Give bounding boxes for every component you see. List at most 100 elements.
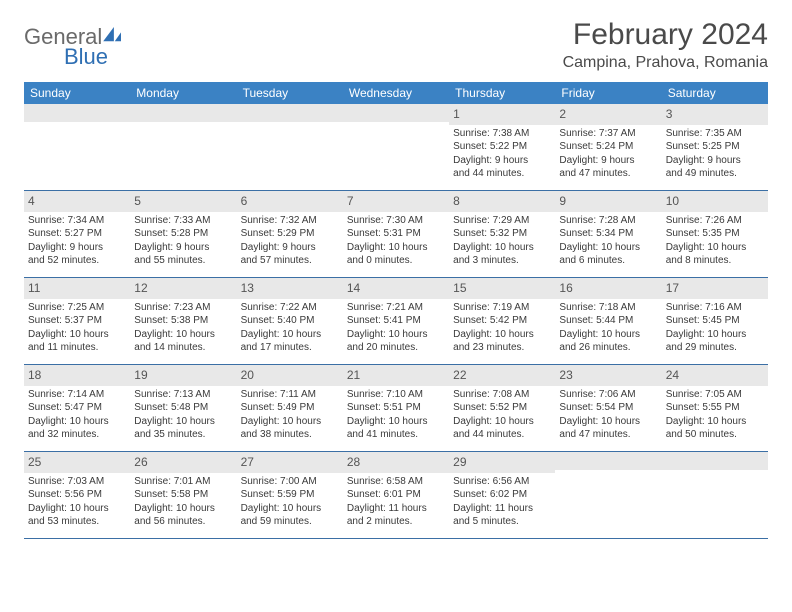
sunset-text: Sunset: 5:49 PM: [241, 401, 339, 415]
daynum-row: 9: [555, 191, 661, 212]
day-number: 19: [134, 368, 147, 382]
daynum-row: 20: [237, 365, 343, 386]
daynum-row: 1: [449, 104, 555, 125]
sunrise-text: Sunrise: 7:06 AM: [559, 388, 657, 402]
sunset-text: Sunset: 5:32 PM: [453, 227, 551, 241]
day-header-sun: Sunday: [24, 82, 130, 104]
location: Campina, Prahova, Romania: [563, 54, 768, 72]
sunrise-text: Sunrise: 7:25 AM: [28, 301, 126, 315]
daylight-text-1: Daylight: 10 hours: [28, 502, 126, 516]
sunset-text: Sunset: 5:44 PM: [559, 314, 657, 328]
daylight-text-2: and 55 minutes.: [134, 254, 232, 268]
daylight-text-2: and 57 minutes.: [241, 254, 339, 268]
daylight-text-1: Daylight: 9 hours: [453, 154, 551, 168]
sunrise-text: Sunrise: 7:29 AM: [453, 214, 551, 228]
sunrise-text: Sunrise: 7:37 AM: [559, 127, 657, 141]
sunrise-text: Sunrise: 7:05 AM: [666, 388, 764, 402]
sunset-text: Sunset: 5:59 PM: [241, 488, 339, 502]
sunrise-text: Sunrise: 7:21 AM: [347, 301, 445, 315]
day-header-mon: Monday: [130, 82, 236, 104]
sunrise-text: Sunrise: 7:14 AM: [28, 388, 126, 402]
day-cell: 12Sunrise: 7:23 AMSunset: 5:38 PMDayligh…: [130, 278, 236, 364]
daylight-text-1: Daylight: 10 hours: [559, 328, 657, 342]
sunrise-text: Sunrise: 7:08 AM: [453, 388, 551, 402]
daylight-text-2: and 26 minutes.: [559, 341, 657, 355]
daylight-text-2: and 50 minutes.: [666, 428, 764, 442]
calendar: Sunday Monday Tuesday Wednesday Thursday…: [24, 82, 768, 539]
day-cell: 29Sunrise: 6:56 AMSunset: 6:02 PMDayligh…: [449, 452, 555, 538]
logo: GeneralBlue: [24, 18, 123, 70]
day-number: 21: [347, 368, 360, 382]
daylight-text-2: and 6 minutes.: [559, 254, 657, 268]
day-cell: 18Sunrise: 7:14 AMSunset: 5:47 PMDayligh…: [24, 365, 130, 451]
day-cell: 26Sunrise: 7:01 AMSunset: 5:58 PMDayligh…: [130, 452, 236, 538]
daylight-text-1: Daylight: 10 hours: [453, 241, 551, 255]
daylight-text-1: Daylight: 11 hours: [453, 502, 551, 516]
sunrise-text: Sunrise: 7:33 AM: [134, 214, 232, 228]
daylight-text-1: Daylight: 9 hours: [666, 154, 764, 168]
daylight-text-2: and 2 minutes.: [347, 515, 445, 529]
day-cell: 20 Sunrise: 7:11 AMSunset: 5:49 PMDayligh…: [237, 365, 343, 451]
week-row: 1Sunrise: 7:38 AMSunset: 5:22 PMDaylight…: [24, 104, 768, 191]
day-number: 12: [134, 281, 147, 295]
sunrise-text: Sunrise: 7:32 AM: [241, 214, 339, 228]
day-cell: 13Sunrise: 7:22 AMSunset: 5:40 PMDayligh…: [237, 278, 343, 364]
daylight-text-2: and 41 minutes.: [347, 428, 445, 442]
daylight-text-1: Daylight: 10 hours: [453, 415, 551, 429]
daynum-row: [555, 452, 661, 470]
day-number: 20: [241, 368, 254, 382]
day-number: 13: [241, 281, 254, 295]
daynum-row: 6: [237, 191, 343, 212]
sunset-text: Sunset: 6:02 PM: [453, 488, 551, 502]
sunset-text: Sunset: 5:29 PM: [241, 227, 339, 241]
daylight-text-1: Daylight: 10 hours: [453, 328, 551, 342]
daylight-text-2: and 5 minutes.: [453, 515, 551, 529]
daylight-text-2: and 23 minutes.: [453, 341, 551, 355]
title-block: February 2024 Campina, Prahova, Romania: [563, 18, 768, 72]
sunset-text: Sunset: 5:48 PM: [134, 401, 232, 415]
sunset-text: Sunset: 5:28 PM: [134, 227, 232, 241]
daynum-row: 5: [130, 191, 236, 212]
daylight-text-1: Daylight: 9 hours: [241, 241, 339, 255]
day-cell: 2Sunrise: 7:37 AMSunset: 5:24 PMDaylight…: [555, 104, 661, 190]
day-number: 7: [347, 194, 354, 208]
daynum-row: 2: [555, 104, 661, 125]
sunset-text: Sunset: 5:27 PM: [28, 227, 126, 241]
day-number: 15: [453, 281, 466, 295]
daylight-text-2: and 47 minutes.: [559, 167, 657, 181]
day-number: 23: [559, 368, 572, 382]
sunset-text: Sunset: 5:47 PM: [28, 401, 126, 415]
daylight-text-1: Daylight: 11 hours: [347, 502, 445, 516]
daynum-row: 23: [555, 365, 661, 386]
daylight-text-1: Daylight: 10 hours: [241, 328, 339, 342]
daylight-text-1: Daylight: 10 hours: [28, 328, 126, 342]
sunrise-text: Sunrise: 6:56 AM: [453, 475, 551, 489]
day-number: 24: [666, 368, 679, 382]
sunrise-text: Sunrise: 7:11 AM: [241, 388, 339, 402]
day-number: 18: [28, 368, 41, 382]
weeks-container: 1Sunrise: 7:38 AMSunset: 5:22 PMDaylight…: [24, 104, 768, 539]
sunset-text: Sunset: 5:41 PM: [347, 314, 445, 328]
sunrise-text: Sunrise: 7:34 AM: [28, 214, 126, 228]
day-cell: 15Sunrise: 7:19 AMSunset: 5:42 PMDayligh…: [449, 278, 555, 364]
sunset-text: Sunset: 5:40 PM: [241, 314, 339, 328]
sunrise-text: Sunrise: 7:38 AM: [453, 127, 551, 141]
empty-cell: [24, 104, 130, 190]
daynum-row: 10: [662, 191, 768, 212]
daynum-row: 27: [237, 452, 343, 473]
day-cell: 22Sunrise: 7:08 AMSunset: 5:52 PMDayligh…: [449, 365, 555, 451]
sunrise-text: Sunrise: 7:00 AM: [241, 475, 339, 489]
daylight-text-2: and 8 minutes.: [666, 254, 764, 268]
day-cell: 28Sunrise: 6:58 AMSunset: 6:01 PMDayligh…: [343, 452, 449, 538]
daylight-text-1: Daylight: 10 hours: [241, 415, 339, 429]
day-cell: 8Sunrise: 7:29 AMSunset: 5:32 PMDaylight…: [449, 191, 555, 277]
empty-cell: [662, 452, 768, 538]
daylight-text-1: Daylight: 10 hours: [134, 415, 232, 429]
day-cell: 11Sunrise: 7:25 AMSunset: 5:37 PMDayligh…: [24, 278, 130, 364]
daynum-row: 16: [555, 278, 661, 299]
sunrise-text: Sunrise: 7:10 AM: [347, 388, 445, 402]
daylight-text-2: and 3 minutes.: [453, 254, 551, 268]
day-header-sat: Saturday: [662, 82, 768, 104]
day-number: 14: [347, 281, 360, 295]
daynum-row: 22: [449, 365, 555, 386]
